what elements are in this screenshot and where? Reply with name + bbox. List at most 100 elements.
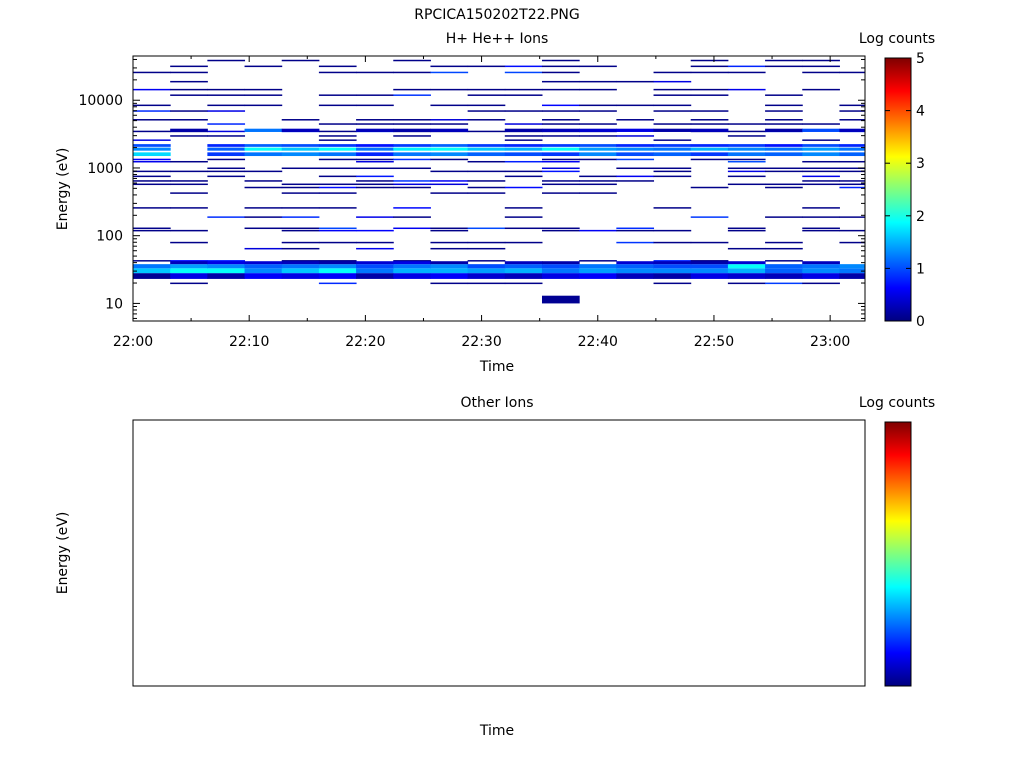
heatmap-cell [504, 264, 543, 269]
heatmap-cell [170, 119, 208, 121]
heatmap-cell [356, 94, 394, 96]
heatmap-cell [541, 147, 580, 151]
heatmap-cell [765, 128, 803, 132]
heatmap-cell [727, 144, 766, 147]
heatmap-cell [133, 227, 171, 230]
heatmap-cell [727, 160, 766, 163]
heatmap-cell [207, 110, 246, 112]
heatmap-cell [802, 59, 840, 62]
heatmap-cell [170, 110, 208, 112]
heatmap-cell [133, 130, 171, 133]
heatmap-cell [765, 241, 803, 244]
heatmap-cell [356, 167, 394, 170]
heatmap-cell [393, 216, 431, 218]
colorbar-tick-label: 4 [916, 104, 925, 120]
heatmap-cell [356, 180, 394, 182]
heatmap-cell [393, 186, 431, 189]
heatmap-cell [244, 186, 283, 189]
y-tick-label: 10000 [78, 93, 123, 109]
heatmap-cell [765, 247, 803, 250]
heatmap-cell [170, 80, 208, 83]
colorbar [884, 421, 912, 687]
heatmap-cell [727, 147, 766, 151]
heatmap-cell [318, 229, 357, 232]
heatmap-cell [281, 119, 320, 121]
heatmap-cell [170, 261, 208, 265]
heatmap-cell [504, 268, 543, 274]
heatmap-cell [244, 104, 283, 107]
heatmap-cell [430, 227, 469, 230]
heatmap-cell [207, 59, 246, 62]
x-tick-label: 22:20 [345, 334, 385, 350]
heatmap-cell [616, 268, 655, 274]
heatmap-cell [430, 268, 469, 274]
heatmap-cell [727, 227, 766, 230]
heatmap-cell [653, 175, 692, 178]
heatmap-cell [802, 152, 840, 157]
heatmap-cell [504, 135, 543, 137]
heatmap-cell [504, 152, 543, 157]
heatmap-cell [541, 123, 580, 125]
heatmap-cell [244, 264, 283, 269]
heatmap-cell [170, 94, 208, 96]
colorbar-label: Log counts [859, 31, 935, 47]
heatmap-cell [393, 260, 431, 262]
y-tick-label: 100 [96, 229, 123, 245]
heatmap-cell [430, 158, 469, 161]
heatmap-cell [802, 183, 840, 186]
heatmap-cell [467, 170, 506, 173]
heatmap-cell [765, 59, 803, 62]
heatmap-cell [579, 123, 617, 125]
heatmap-cell [727, 268, 766, 274]
colorbar-tick-label: 1 [916, 261, 925, 277]
heatmap-cell [802, 264, 840, 269]
heatmap-cell [318, 71, 357, 74]
heatmap-cell [616, 144, 655, 147]
heatmap-cell [467, 65, 506, 68]
heatmap-cell [281, 216, 320, 218]
heatmap-cell [504, 147, 543, 151]
heatmap-cell [653, 268, 692, 274]
heatmap-cell [839, 216, 865, 218]
colorbar-ticks: 0 1 2 3 4 5 [885, 51, 925, 330]
heatmap-cell [393, 123, 431, 125]
heatmap-cell [133, 175, 171, 178]
heatmap-cell [244, 247, 283, 250]
heatmap-cell [281, 247, 320, 250]
heatmap-cell [541, 144, 580, 147]
heatmap-cell [802, 167, 840, 170]
heatmap-cell [541, 152, 580, 157]
heatmap-cell [244, 94, 283, 96]
heatmap-cell [839, 71, 865, 74]
heatmap-cell [616, 128, 655, 132]
heatmap-cell [802, 128, 840, 132]
heatmap-cell [281, 261, 320, 265]
heatmap-cell [802, 216, 840, 218]
heatmap-cell [579, 175, 617, 178]
heatmap-cell [244, 170, 283, 173]
heatmap-cell [393, 158, 431, 161]
heatmap-cell [244, 227, 283, 230]
heatmap-cell [318, 227, 357, 230]
heatmap-cell [356, 183, 394, 186]
heatmap-cell [393, 71, 431, 74]
heatmap-cell [802, 175, 840, 178]
heatmap-cell [430, 71, 469, 74]
heatmap-cell [356, 104, 394, 107]
heatmap-cell [504, 170, 543, 173]
heatmap-cell [244, 147, 283, 151]
panel-title: H+ He++ Ions [446, 31, 549, 47]
heatmap-cell [616, 273, 655, 279]
heatmap-cell [579, 229, 617, 232]
heatmap-cell [839, 167, 865, 170]
heatmap-cell [690, 119, 729, 121]
heatmap-cell [616, 241, 655, 244]
heatmap-cell [802, 139, 840, 141]
heatmap-cell [579, 268, 617, 274]
heatmap-cell [170, 160, 208, 163]
heatmap-cell [133, 119, 171, 121]
panel-other-ions: Other Ions Time Energy (eV) Log counts [55, 395, 935, 739]
heatmap-cell [467, 104, 506, 107]
heatmap-cell [690, 128, 729, 132]
y-tick-label: 1000 [87, 161, 123, 177]
